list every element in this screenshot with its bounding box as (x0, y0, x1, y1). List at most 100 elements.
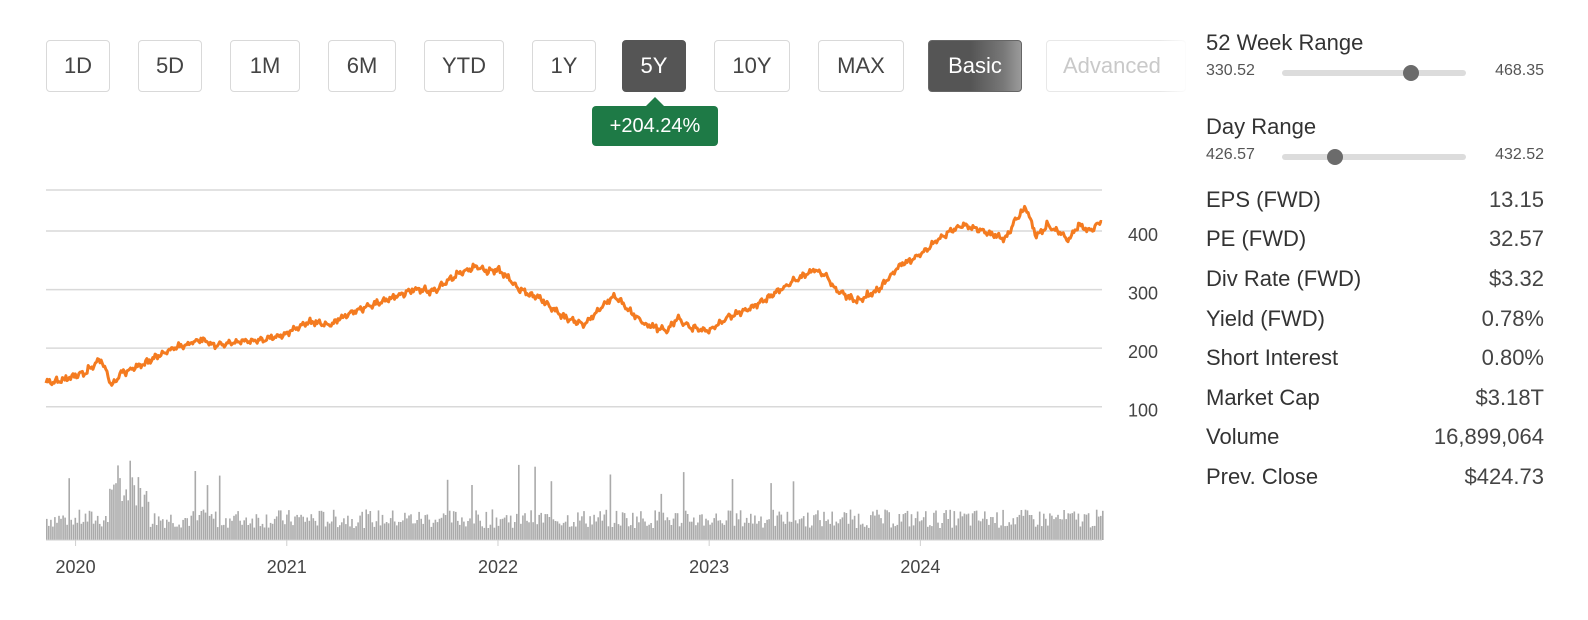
volume-bar (758, 521, 760, 540)
volume-bar (440, 517, 443, 540)
volume-bar (599, 511, 601, 540)
volume-bar (986, 519, 988, 540)
volume-bar (644, 521, 646, 540)
day-range-label: Day Range (1206, 114, 1317, 139)
volume-bar (82, 521, 85, 540)
volume-bar (514, 522, 516, 540)
volume-bar (1089, 527, 1092, 540)
volume-bar (743, 522, 746, 540)
volume-bar (902, 514, 905, 540)
period-5y-button[interactable]: 5Y (622, 40, 686, 92)
volume-bar (745, 517, 748, 540)
volume-bar (861, 523, 864, 540)
basic-mode-button[interactable]: Basic (928, 40, 1022, 92)
volume-bar (823, 511, 825, 540)
volume-bar (212, 518, 215, 540)
volume-bar (977, 520, 980, 540)
volume-bar (341, 522, 343, 540)
volume-bar (1036, 524, 1039, 540)
period-5d-button[interactable]: 5D (138, 40, 202, 92)
volume-bar (227, 527, 229, 540)
volume-bar (62, 515, 64, 540)
volume-bar (705, 518, 707, 540)
period-1d-button[interactable]: 1D (46, 40, 110, 92)
volume-bar (870, 515, 872, 540)
volume-bar (821, 526, 823, 540)
volume-bar (536, 524, 538, 540)
volume-bar (908, 526, 911, 540)
volume-bar (436, 522, 439, 540)
volume-bar (707, 520, 709, 540)
stat-label: Market Cap (1206, 384, 1320, 410)
volume-bar (442, 513, 445, 540)
volume-bar (162, 519, 164, 540)
volume-bar (825, 521, 827, 540)
volume-bar (605, 509, 608, 540)
volume-bar (483, 527, 486, 540)
period-ytd-button[interactable]: YTD (424, 40, 504, 92)
volume-bar (66, 524, 68, 540)
volume-bar (296, 514, 298, 540)
volume-bar (591, 524, 593, 540)
stat-value: $3.18T (1475, 384, 1545, 410)
volume-bar (243, 520, 245, 540)
period-6m-button[interactable]: 6M (328, 40, 396, 92)
stat-value: 0.78% (1481, 305, 1544, 331)
volume-bar (735, 513, 738, 540)
volume-bar (699, 514, 701, 540)
volume-bar (949, 509, 951, 540)
volume-bar (542, 522, 545, 540)
volume-bar (361, 511, 363, 540)
volume-bar (884, 509, 886, 540)
volume-bar (711, 522, 713, 540)
volume-bar (725, 520, 728, 540)
volume-bar (969, 525, 972, 540)
volume-bar (487, 528, 490, 540)
volume-bar (52, 526, 54, 540)
period-max-button[interactable]: MAX (818, 40, 904, 92)
volume-bar (387, 523, 390, 540)
volume-bar (1083, 514, 1086, 540)
week52-range-label: 52 Week Range (1206, 30, 1364, 55)
price-volume-chart: 100 200 300 400 2020 2021 2022 2023 2024 (44, 189, 1158, 577)
period-10y-button[interactable]: 10Y (714, 40, 790, 92)
volume-bar (475, 510, 477, 540)
volume-bar (499, 519, 502, 540)
volume-bar (920, 520, 923, 540)
volume-bar (961, 516, 964, 540)
stat-value: 32.57 (1488, 226, 1544, 252)
stat-row: Short Interest 0.80% (1206, 338, 1544, 378)
volume-bar (682, 472, 685, 540)
volume-bar (996, 512, 998, 540)
volume-bar (334, 516, 337, 540)
volume-bar (273, 518, 276, 540)
volume-bar (141, 506, 144, 540)
volume-bar (339, 525, 341, 540)
volume-bar (312, 518, 315, 540)
day-marker (1327, 149, 1344, 165)
volume-bar (267, 527, 270, 540)
volume-bar (457, 520, 459, 540)
volume-bar (204, 512, 207, 540)
volume-bar (438, 518, 441, 540)
volume-bar (48, 525, 50, 540)
volume-bar (485, 511, 488, 540)
volume-bar (221, 525, 223, 540)
volume-bar (638, 522, 640, 540)
volume-bar (135, 505, 138, 540)
volume-bar (662, 512, 665, 540)
stat-row: Market Cap $3.18T (1206, 378, 1544, 418)
y-tick-label: 400 (1128, 225, 1158, 245)
fade-overlay (1160, 30, 1190, 100)
volume-bar (575, 526, 577, 540)
volume-bar (528, 522, 530, 540)
volume-bar (868, 527, 870, 540)
volume-bar (979, 521, 982, 540)
volume-bar (284, 524, 286, 540)
volume-bar (831, 511, 833, 540)
volume-bar (471, 485, 473, 540)
volume-bar (951, 527, 953, 540)
period-1m-button[interactable]: 1M (230, 40, 300, 92)
period-1y-button[interactable]: 1Y (532, 40, 596, 92)
volume-bar (1024, 509, 1027, 540)
